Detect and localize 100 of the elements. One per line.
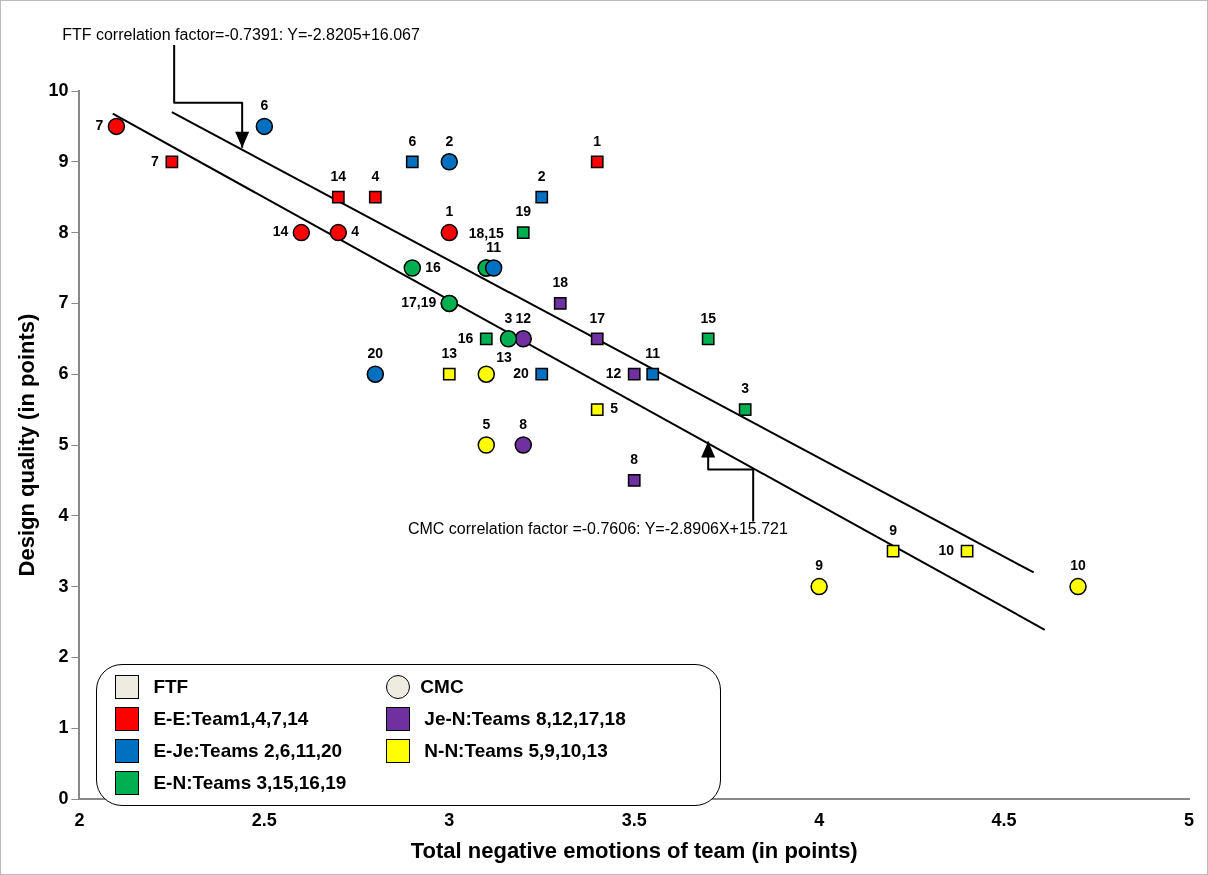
annotation: 2 [537,168,546,185]
y-tick-label: 8 [58,221,69,242]
annotation: 18 [552,274,569,291]
legend-label: E-E:Team1,4,7,14 [153,708,309,730]
point [403,259,422,277]
annotation: 11 [645,345,661,362]
annotation: 3 [741,380,750,397]
point [484,259,503,277]
y-tick-label: 4 [58,504,69,525]
annotation: 13 [441,345,458,362]
annotation: 4 [371,168,380,185]
point [255,117,274,136]
annotation: 12 [605,365,622,382]
annotation: 18,15 [468,224,504,241]
point [477,436,496,454]
point [514,436,532,454]
annotation: 20 [367,345,384,362]
annotation: 19 [515,203,532,220]
y-tick-label: 10 [48,79,69,100]
annotation: 1 [445,203,454,220]
point [499,330,518,348]
x-tick-label: 4 [814,809,825,830]
point [405,155,419,169]
y-tick-label: 7 [58,292,69,313]
point [329,223,348,242]
annotation: 11 [486,238,502,255]
annotation: 13 [496,349,513,366]
legend-label: E-Je:Teams 2,6,11,20 [153,740,343,762]
y-tick-label: 9 [58,150,69,171]
point [535,367,549,381]
point [810,577,828,596]
annotation: 1 [593,132,602,149]
annotation: 16 [457,329,474,346]
annotation: 9 [889,522,898,539]
annotation: 8 [519,415,528,432]
annotation: 8 [630,451,639,468]
point [107,117,126,136]
legend-label: Je-N:Teams 8,12,17,18 [424,708,626,730]
x-tick-label: 2 [74,809,85,830]
annotation: 10 [1070,557,1087,574]
annotation: CMC [420,676,464,698]
annotation: 14 [272,223,289,240]
point [627,367,641,381]
y-tick-label: 2 [58,646,69,667]
point [960,544,974,558]
point [165,155,179,169]
x-tick-label: 4.5 [991,809,1017,830]
point [516,226,530,240]
legend-label: E-N:Teams 3,15,16,19 [153,772,347,794]
y-tick-label: 3 [58,575,69,596]
point [292,223,311,242]
x-tick-label: 5 [1183,809,1195,830]
annotation: 6 [260,97,269,114]
annotation: 10 [938,542,955,559]
annotation: 5 [610,400,619,417]
point [738,403,752,417]
annotation: CMC correlation factor =-0.7606: Y=-2.8906X+15.721 [407,519,788,537]
point [1069,577,1087,596]
annotation: 9 [815,557,824,574]
y-tick-label: 6 [58,363,69,384]
y-axis-title: Design quality (in points) [14,313,40,577]
x-tick-label: 2.5 [251,809,277,830]
point [627,473,641,487]
legend-label: N-N:Teams 5,9,10,13 [424,740,608,762]
x-tick-label: 3.5 [621,809,647,830]
point [479,332,493,346]
annotation: FTF correlation factor=-0.7391: Y=-2.8205+16.067 [62,26,420,44]
point [477,365,496,383]
point [442,367,456,381]
point [553,296,567,310]
point [646,367,660,381]
annotation: 14 [330,168,347,185]
annotation: 4 [351,223,360,240]
y-tick-label: 5 [58,433,69,454]
annotation: 17 [589,309,606,326]
annotation: 7 [95,117,104,134]
point [701,332,715,346]
x-tick-label: 3 [444,809,455,830]
annotation: 20 [513,365,529,382]
annotation: 12 [515,309,532,326]
x-axis-title: Total negative emotions of team (in points) [410,837,858,863]
annotation: 2 [445,132,454,149]
annotation: 5 [482,415,491,432]
annotation: 16 [425,258,442,275]
y-tick-label: 0 [58,787,69,808]
point [440,223,459,242]
annotation: 17,19 [401,294,437,311]
annotation: 7 [151,152,160,169]
point [366,365,385,383]
point [590,332,604,346]
point [440,153,459,171]
annotation: 6 [408,132,417,149]
annotation: 3 [504,309,513,326]
point [590,403,604,417]
annotation: FTF [153,676,189,698]
point [368,190,382,204]
point [535,190,549,204]
y-tick-label: 1 [58,717,69,738]
point [514,330,532,348]
annotation: 15 [700,309,717,326]
